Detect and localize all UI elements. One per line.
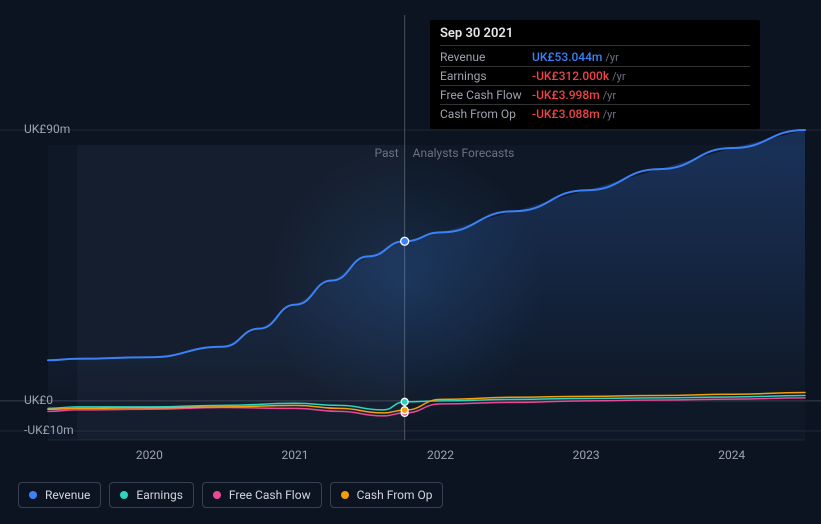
tooltip-date: Sep 30 2021 xyxy=(440,26,750,46)
x-axis-label: 2024 xyxy=(718,448,745,462)
tooltip-row-label: Revenue xyxy=(440,50,532,64)
legend-item-label: Cash From Op xyxy=(357,488,433,502)
legend-item-label: Earnings xyxy=(136,488,183,502)
chart-tooltip: Sep 30 2021 RevenueUK£53.044m/yrEarnings… xyxy=(430,20,760,129)
legend-item-label: Free Cash Flow xyxy=(229,488,311,502)
legend-item-fcf[interactable]: Free Cash Flow xyxy=(202,482,322,508)
x-axis-label: 2023 xyxy=(573,448,600,462)
financial-chart: UK£90m UK£0 -UK£10m 2020 2021 2022 2023 2024 P… xyxy=(0,0,821,524)
tooltip-row: Free Cash Flow-UK£3.998m/yr xyxy=(440,86,750,105)
past-section-label: Past xyxy=(375,146,399,160)
legend-item-label: Revenue xyxy=(45,488,90,502)
forecast-section-label: Analysts Forecasts xyxy=(413,146,515,160)
tooltip-row: Cash From Op-UK£3.088m/yr xyxy=(440,105,750,123)
tooltip-row-value: -UK£3.088m xyxy=(532,107,600,121)
tooltip-row-unit: /yr xyxy=(603,89,616,102)
chart-legend: Revenue Earnings Free Cash Flow Cash From O… xyxy=(18,482,443,508)
legend-item-earnings[interactable]: Earnings xyxy=(109,482,194,508)
tooltip-row-unit: /yr xyxy=(605,51,618,64)
legend-swatch-icon xyxy=(120,491,128,499)
tooltip-row-unit: /yr xyxy=(603,108,616,121)
legend-item-cfo[interactable]: Cash From Op xyxy=(330,482,444,508)
tooltip-row-label: Cash From Op xyxy=(440,107,532,121)
tooltip-row-label: Earnings xyxy=(440,69,532,83)
tooltip-row-value: UK£53.044m xyxy=(532,50,602,64)
legend-swatch-icon xyxy=(29,491,37,499)
legend-swatch-icon xyxy=(213,491,221,499)
tooltip-row-unit: /yr xyxy=(612,70,625,83)
x-axis-label: 2022 xyxy=(427,448,454,462)
tooltip-row: Earnings-UK£312.000k/yr xyxy=(440,67,750,86)
legend-swatch-icon xyxy=(341,491,349,499)
tooltip-row-value: -UK£312.000k xyxy=(532,69,609,83)
tooltip-row-value: -UK£3.998m xyxy=(532,88,600,102)
y-axis-label: -UK£10m xyxy=(24,423,74,437)
tooltip-row-label: Free Cash Flow xyxy=(440,88,532,102)
y-axis-label: UK£0 xyxy=(24,393,53,407)
legend-item-revenue[interactable]: Revenue xyxy=(18,482,101,508)
x-axis-label: 2020 xyxy=(136,448,163,462)
y-axis-label: UK£90m xyxy=(24,122,70,136)
x-axis-label: 2021 xyxy=(281,448,308,462)
tooltip-row: RevenueUK£53.044m/yr xyxy=(440,48,750,67)
